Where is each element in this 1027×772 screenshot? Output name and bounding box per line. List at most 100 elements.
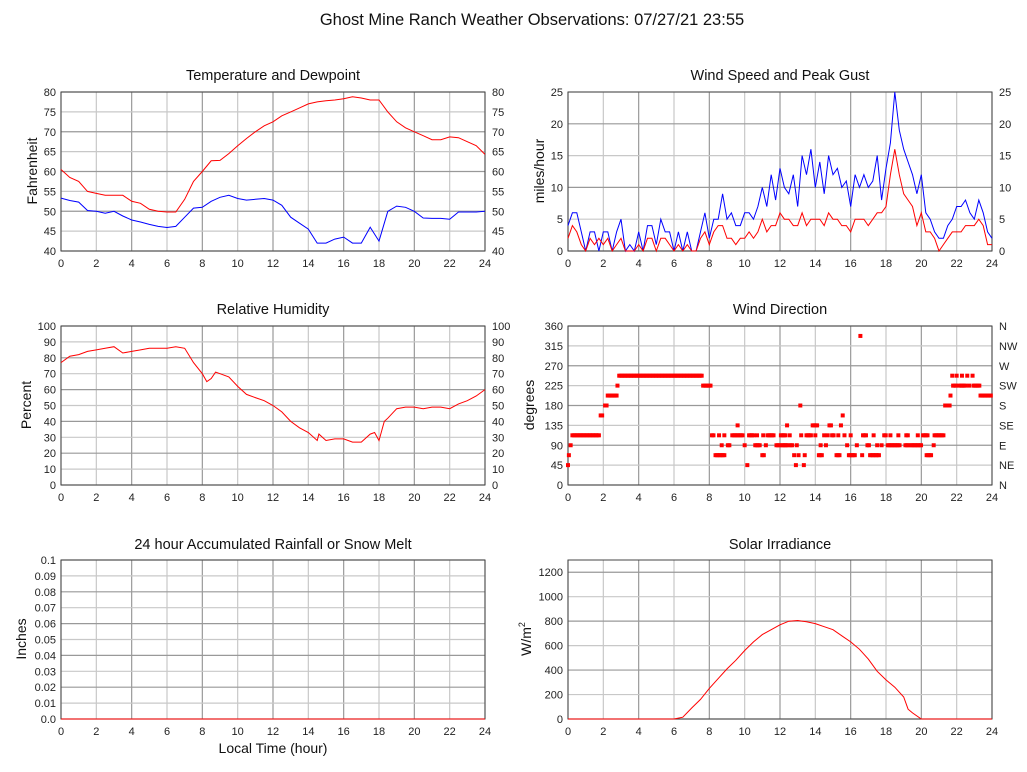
- x-tick-label: 6: [164, 258, 170, 270]
- x-tick-label: 8: [706, 258, 712, 270]
- x-tick-label: 2: [600, 258, 606, 270]
- direction-point: [794, 443, 799, 448]
- y-tick-label-right: 25: [999, 87, 1011, 99]
- y-tick-label-right: 70: [492, 369, 504, 381]
- x-tick-label: 18: [373, 726, 385, 738]
- direction-point: [925, 433, 930, 438]
- y-tick-label: 315: [545, 341, 563, 353]
- plot-frame: [567, 559, 993, 720]
- y-tick-label: 0.08: [35, 587, 56, 599]
- x-tick-label: 22: [444, 258, 456, 270]
- x-tick-label: 10: [232, 726, 244, 738]
- y-tick-label: 0: [557, 714, 563, 726]
- direction-point: [883, 433, 888, 438]
- x-tick-label: 24: [986, 492, 998, 504]
- direction-point: [787, 433, 792, 438]
- y-tick-label: 400: [545, 665, 563, 677]
- direction-point: [798, 403, 803, 408]
- direction-point: [763, 443, 768, 448]
- plot-frame: [60, 325, 486, 486]
- x-tick-label: 20: [408, 258, 420, 270]
- direction-point: [897, 443, 902, 448]
- y-tick-label: 10: [44, 464, 56, 476]
- direction-point: [802, 453, 807, 458]
- series-line-0: [568, 619, 992, 720]
- direction-point: [711, 433, 716, 438]
- x-tick-label: 0: [565, 492, 571, 504]
- x-tick-label: 0: [58, 258, 64, 270]
- y-tick-label: 180: [545, 401, 563, 413]
- y-tick-label: 50: [44, 401, 56, 413]
- y-tick-label: 70: [44, 127, 56, 139]
- direction-point: [793, 463, 798, 468]
- x-tick-label: 4: [129, 492, 135, 504]
- direction-point: [722, 433, 727, 438]
- panel-title-rainfall: 24 hour Accumulated Rainfall or Snow Mel…: [134, 537, 411, 553]
- x-tick-label: 22: [951, 726, 963, 738]
- direction-point: [965, 373, 970, 378]
- x-tick-label: 16: [845, 492, 857, 504]
- y-tick-label: 20: [44, 448, 56, 460]
- y-tick-label-right: 10: [999, 182, 1011, 194]
- direction-point: [761, 433, 766, 438]
- y-tick-label-right: 20: [999, 119, 1011, 131]
- direction-point: [785, 423, 790, 428]
- y-tick-label: 90: [551, 440, 563, 452]
- x-tick-label: 20: [915, 258, 927, 270]
- direction-point: [838, 423, 843, 428]
- y-tick-label-right: 60: [492, 167, 504, 179]
- x-tick-label: 24: [986, 726, 998, 738]
- y-tick-label-right: 5: [999, 214, 1005, 226]
- direction-point: [596, 433, 601, 438]
- direction-point: [719, 443, 724, 448]
- x-tick-label: 22: [444, 726, 456, 738]
- x-tick-label: 18: [880, 492, 892, 504]
- direction-point: [755, 433, 760, 438]
- ylabel-wind-speed: miles/hour: [531, 138, 547, 203]
- x-tick-label: 12: [774, 492, 786, 504]
- panel-title-temperature: Temperature and Dewpoint: [186, 68, 360, 84]
- ylabel-wind-direction: degrees: [521, 380, 537, 431]
- ylabel-solar-unit: W/m: [518, 627, 534, 656]
- x-tick-label: 4: [129, 726, 135, 738]
- ylabel-solar-superscript: 2: [517, 622, 527, 627]
- direction-point: [836, 433, 841, 438]
- y-tick-label: 45: [551, 460, 563, 472]
- y-tick-label: 60: [44, 167, 56, 179]
- direction-point: [919, 443, 924, 448]
- y-tick-label-right: 100: [492, 321, 510, 333]
- direction-point: [941, 433, 946, 438]
- x-tick-label: 20: [408, 726, 420, 738]
- direction-point: [566, 453, 571, 458]
- ylabel-rainfall: Inches: [13, 618, 29, 659]
- x-tick-label: 6: [164, 492, 170, 504]
- direction-point: [848, 433, 853, 438]
- direction-point: [740, 433, 745, 438]
- y-tick-label: 1200: [539, 567, 563, 579]
- direction-point: [875, 443, 880, 448]
- series-line-0: [60, 346, 486, 443]
- y-tick-label-right: 50: [492, 206, 504, 218]
- direction-point: [954, 373, 959, 378]
- direction-point: [801, 463, 806, 468]
- x-tick-label: 4: [636, 726, 642, 738]
- y-tick-label: 0: [50, 480, 56, 492]
- direction-point: [948, 393, 953, 398]
- x-tick-label: 12: [267, 492, 279, 504]
- y-tick-label-right: S: [999, 401, 1006, 413]
- direction-point: [742, 443, 747, 448]
- plot-frame: [567, 91, 993, 252]
- direction-point: [854, 443, 859, 448]
- y-tick-label: 0.07: [35, 603, 56, 615]
- direction-point: [614, 393, 619, 398]
- direction-point: [842, 433, 847, 438]
- x-tick-label: 18: [373, 258, 385, 270]
- x-tick-label: 4: [636, 492, 642, 504]
- x-tick-label: 10: [232, 258, 244, 270]
- y-tick-label-right: 75: [492, 107, 504, 119]
- direction-point: [727, 443, 732, 448]
- y-tick-label: 0.09: [35, 571, 56, 583]
- x-tick-label: 14: [302, 726, 314, 738]
